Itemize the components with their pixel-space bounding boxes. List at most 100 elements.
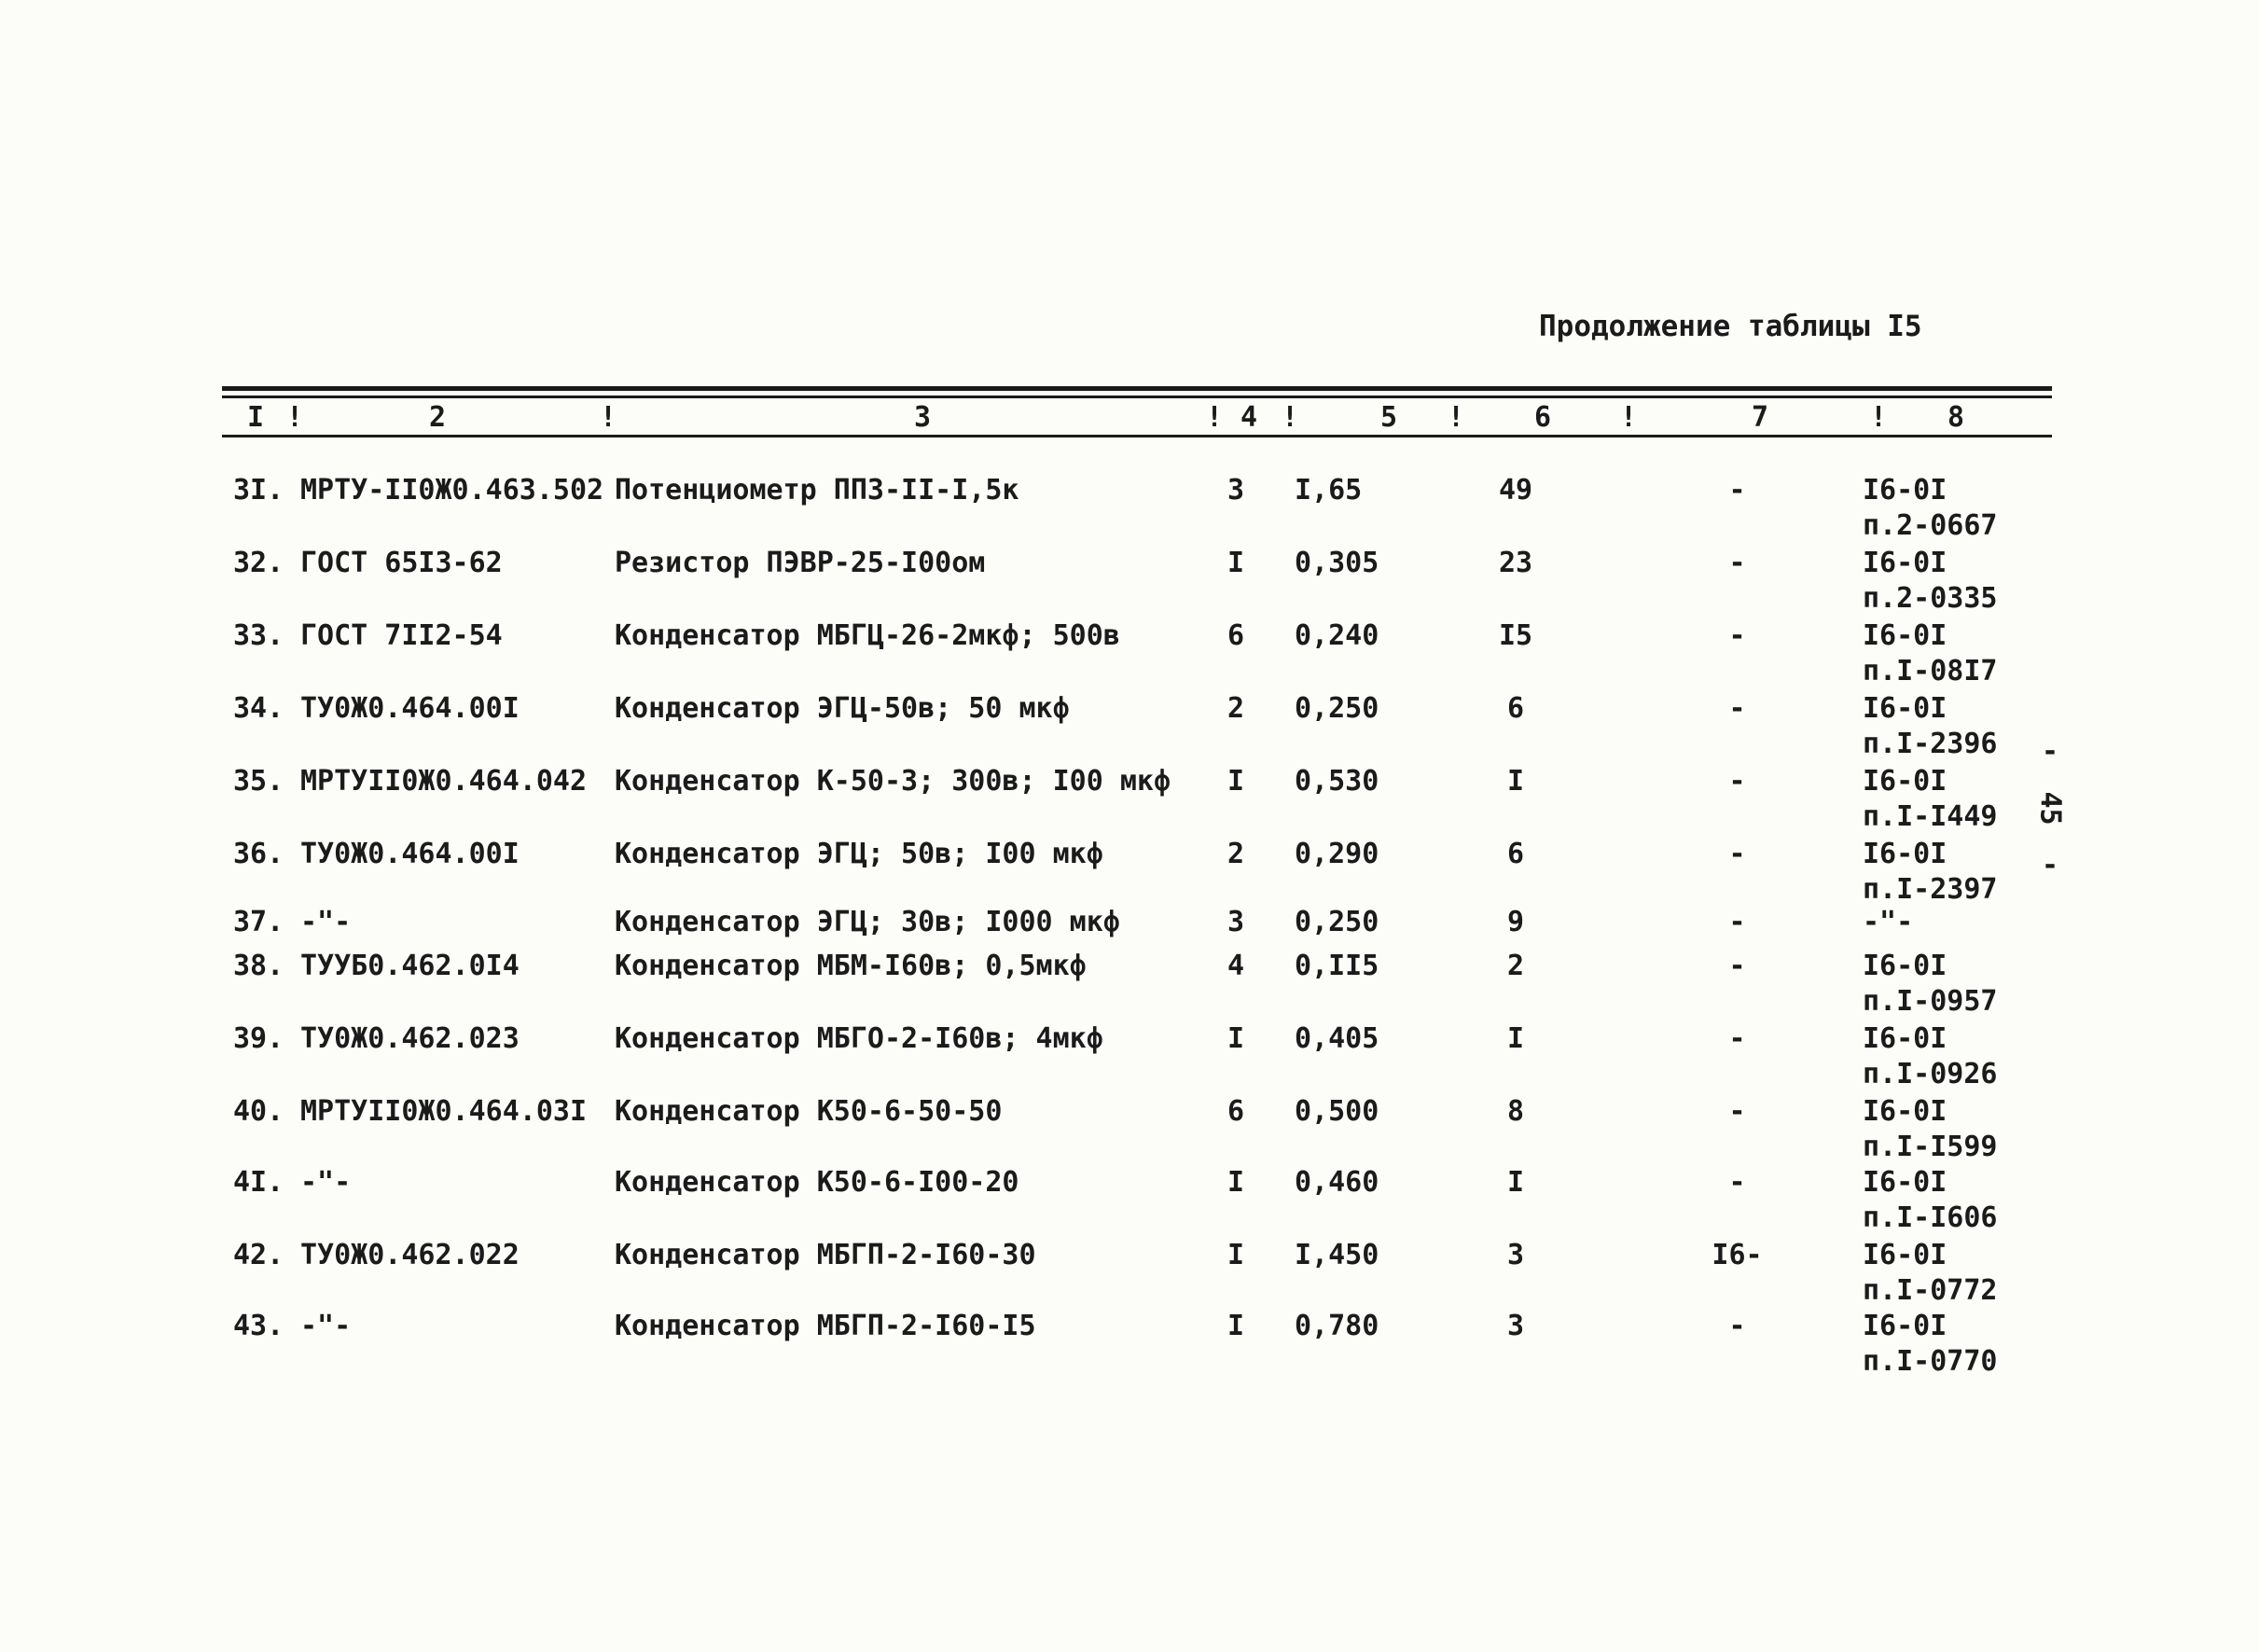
col4-value: I: [1227, 1022, 1245, 1055]
ref-line1: I6-0I: [1863, 1166, 1947, 1199]
col7-value: -: [1728, 1310, 1746, 1342]
ref-code: I6-0I п.2-0667: [1863, 473, 1998, 544]
col7-value: -: [1728, 1095, 1746, 1128]
row-number: 43.: [233, 1310, 284, 1342]
doc-code: ГОСТ 65I3-62: [300, 547, 503, 579]
page-number: 45: [2033, 791, 2067, 826]
col7-value: -: [1728, 838, 1746, 870]
col7-value: -: [1728, 765, 1746, 798]
ref-code: I6-0I п.I-0926: [1863, 1021, 1998, 1092]
table-row: 39. ТУ0Ж0.462.023 Конденсатор МБГО-2-I60…: [0, 1021, 2259, 1096]
page-number-marker: - 45 -: [2022, 735, 2078, 882]
table-row: 32. ГОСТ 65I3-62 Резистор ПЭВР-25-I00ом …: [0, 546, 2259, 620]
ref-line1: -"-: [1863, 906, 1914, 938]
table-row: 4I. -"- Конденсатор К50-6-I00-20 I 0,460…: [0, 1165, 2259, 1240]
column-separator: !: [1870, 401, 1888, 434]
table-row: 37. -"- Конденсатор ЭГЦ; 30в; I000 мкф 3…: [0, 905, 2259, 979]
ref-code: -"-: [1863, 905, 1913, 940]
row-number: 42.: [233, 1239, 284, 1271]
table-row: 36. ТУ0Ж0.464.00I Конденсатор ЭГЦ; 50в; …: [0, 837, 2259, 911]
component-name: Конденсатор МБГП-2-I60-30: [615, 1239, 1036, 1271]
col5-value: I,450: [1295, 1239, 1379, 1271]
row-number: 37.: [233, 906, 284, 938]
ref-line2: п.I-08I7: [1863, 655, 1998, 687]
table-row: 35. МРТУII0Ж0.464.042 Конденсатор К-50-3…: [0, 764, 2259, 839]
doc-code: ТУУБ0.462.0I4: [300, 950, 520, 982]
ref-line2: п.I-0770: [1863, 1345, 1998, 1378]
col7-value: -: [1728, 1166, 1746, 1199]
column-separator: !: [1282, 401, 1299, 434]
ref-code: I6-0I п.I-08I7: [1863, 618, 1998, 689]
doc-code: ТУ0Ж0.464.00I: [300, 838, 520, 870]
row-number: 32.: [233, 547, 284, 579]
table-row: 43. -"- Конденсатор МБГП-2-I60-I5 I 0,78…: [0, 1309, 2259, 1383]
row-number: 4I.: [233, 1166, 284, 1199]
doc-code: МРТУII0Ж0.464.03I: [300, 1095, 588, 1128]
col7-value: -: [1728, 906, 1746, 938]
row-number: 34.: [233, 692, 284, 725]
table-row: 34. ТУ0Ж0.464.00I Конденсатор ЭГЦ-50в; 5…: [0, 691, 2259, 766]
col6-value: I: [1506, 1022, 1525, 1055]
row-number: 40.: [233, 1095, 284, 1128]
ref-code: I6-0I п.I-0770: [1863, 1309, 1998, 1380]
row-number: 35.: [233, 765, 284, 798]
col6-value: 49: [1498, 474, 1533, 507]
column-separator: !: [1206, 401, 1224, 434]
col6-value: I5: [1498, 619, 1533, 652]
ref-line2: п.I-I599: [1863, 1131, 1998, 1163]
component-name: Конденсатор МБГО-2-I60в; 4мкф: [615, 1022, 1103, 1055]
col4-value: 3: [1227, 906, 1245, 938]
column-header-5: 5: [1380, 401, 1398, 434]
component-name: Конденсатор МБМ-I60в; 0,5мкф: [615, 950, 1087, 982]
col5-value: 0,460: [1295, 1166, 1379, 1199]
col6-value: 2: [1506, 950, 1525, 982]
col6-value: 9: [1506, 906, 1525, 938]
ref-code: I6-0I п.I-2396: [1863, 691, 1998, 762]
table-row: 33. ГОСТ 7II2-54 Конденсатор МБГЦ-26-2мк…: [0, 618, 2259, 693]
col6-value: 23: [1498, 547, 1533, 579]
col6-value: 8: [1506, 1095, 1525, 1128]
column-header-1: I: [247, 401, 265, 434]
column-header-7: 7: [1752, 401, 1769, 434]
ref-line1: I6-0I: [1863, 547, 1947, 579]
component-name: Конденсатор ЭГЦ; 50в; I00 мкф: [615, 838, 1103, 870]
ref-line2: п.I-I449: [1863, 800, 1998, 833]
col7-value: -: [1728, 950, 1746, 982]
ref-line1: I6-0I: [1863, 1310, 1947, 1342]
component-name: Резистор ПЭВР-25-I00ом: [615, 547, 986, 579]
ref-code: I6-0I п.I-0772: [1863, 1238, 1998, 1309]
row-number: 3I.: [233, 474, 284, 507]
column-separator: !: [286, 401, 304, 434]
doc-code: -"-: [300, 906, 352, 938]
table-top-rule: [222, 386, 2052, 391]
component-name: Конденсатор К-50-3; 300в; I00 мкф: [615, 765, 1171, 798]
ref-code: I6-0I п.I-I606: [1863, 1165, 1998, 1236]
col6-value: I: [1506, 1166, 1525, 1199]
column-header-8: 8: [1947, 401, 1965, 434]
page-number-dash-top: -: [2041, 735, 2059, 768]
doc-code: ТУ0Ж0.462.023: [300, 1022, 520, 1055]
col5-value: 0,250: [1295, 906, 1379, 938]
col6-value: I: [1506, 765, 1525, 798]
ref-line2: п.2-0667: [1863, 509, 1998, 542]
col5-value: 0,405: [1295, 1022, 1379, 1055]
table-row: 38. ТУУБ0.462.0I4 Конденсатор МБМ-I60в; …: [0, 949, 2259, 1023]
col7-value: -: [1728, 474, 1746, 507]
ref-line2: п.I-I606: [1863, 1201, 1998, 1234]
ref-code: I6-0I п.I-I599: [1863, 1094, 1998, 1165]
col5-value: 0,305: [1295, 547, 1379, 579]
col4-value: 6: [1227, 1095, 1245, 1128]
col4-value: 2: [1227, 838, 1245, 870]
column-separator: !: [1620, 401, 1638, 434]
doc-code: МРТУ-II0Ж0.463.502: [300, 474, 604, 507]
column-header-2: 2: [429, 401, 447, 434]
table-row: 3I. МРТУ-II0Ж0.463.502 Потенциометр ППЗ-…: [0, 473, 2259, 548]
column-separator: !: [600, 401, 617, 434]
col5-value: 0,500: [1295, 1095, 1379, 1128]
ref-line1: I6-0I: [1863, 838, 1947, 870]
component-name: Конденсатор ЭГЦ; 30в; I000 мкф: [615, 906, 1120, 938]
table-top-rule-2: [222, 396, 2052, 398]
ref-code: I6-0I п.2-0335: [1863, 546, 1998, 617]
ref-line2: п.I-0772: [1863, 1274, 1998, 1307]
